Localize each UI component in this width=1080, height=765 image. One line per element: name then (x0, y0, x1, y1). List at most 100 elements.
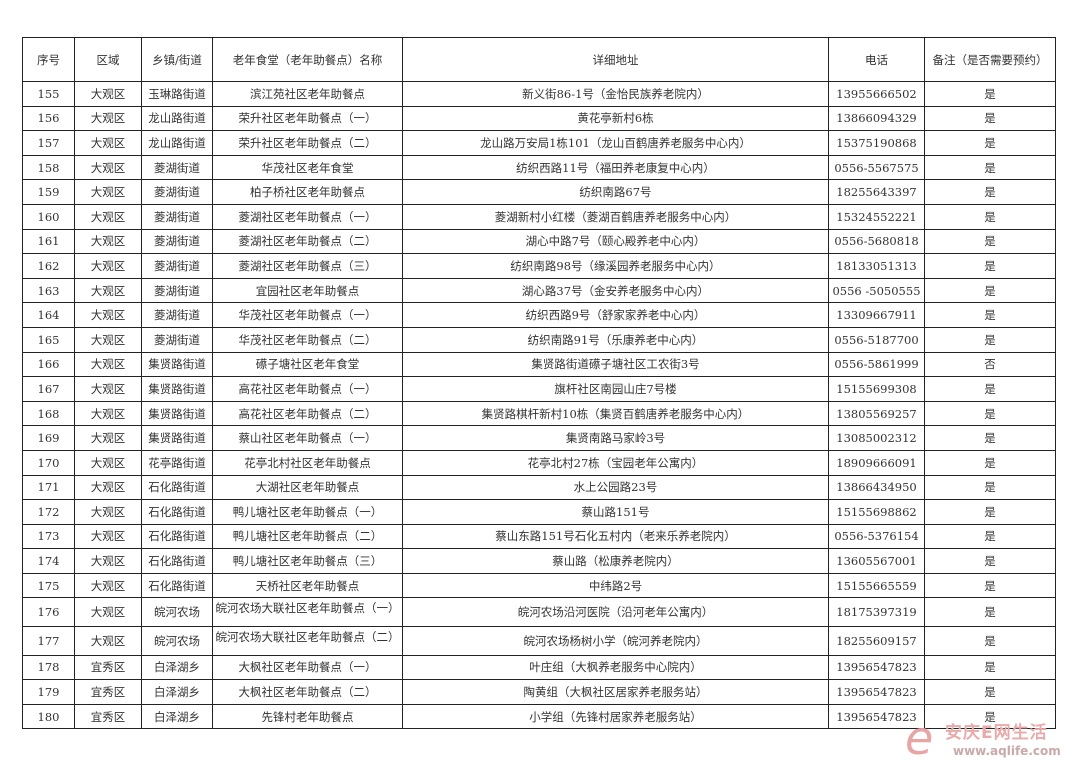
header-district: 区域 (74, 37, 142, 82)
table-row: 177 大观区 皖河农场 皖河农场大联社区老年助餐点（二） 皖河农场杨树小学（皖河养老院… (22, 626, 1056, 656)
cell-district: 大观区 (74, 277, 142, 304)
cell-phone: 0556 -5050555 (828, 277, 925, 304)
table-row: 174 大观区 石化路街道 鸭儿塘社区老年助餐点（三） 蔡山路（松康养老院内） 13605… (22, 548, 1056, 574)
cell-name: 天桥社区老年助餐点 (212, 572, 403, 599)
cell-note: 是 (924, 228, 1056, 255)
cell-town: 白泽湖乡 (141, 679, 213, 705)
table-row: 166 大观区 集贤路街道 礤子塘社区老年食堂 集贤路街道礤子塘社区工农街3号 0556-… (22, 351, 1056, 378)
cell-district: 大观区 (74, 154, 142, 181)
cell-address: 蔡山路151号 (402, 499, 829, 525)
header-name: 老年食堂（老年助餐点）名称 (212, 37, 403, 82)
cell-district: 大观区 (74, 499, 142, 525)
cell-address: 皖河农场杨树小学（皖河养老院内） (402, 626, 829, 656)
cell-phone: 13866094329 (828, 105, 925, 132)
cell-note: 是 (924, 703, 1056, 730)
cell-town: 集贤路街道 (141, 376, 213, 402)
cell-note: 是 (924, 400, 1056, 427)
cell-district: 大观区 (74, 253, 142, 279)
cell-index: 173 (22, 523, 75, 550)
cell-town: 菱湖街道 (141, 228, 213, 255)
cell-name: 鸭儿塘社区老年助餐点（三） (212, 548, 403, 574)
cell-address: 中纬路2号 (402, 572, 829, 599)
table-row: 176 大观区 皖河农场 皖河农场大联社区老年助餐点（一） 皖河农场沿河医院（沿河老年公… (22, 597, 1056, 628)
cell-name: 荣升社区老年助餐点（一） (212, 105, 403, 132)
cell-name: 大湖社区老年助餐点 (212, 474, 403, 501)
cell-district: 宜秀区 (74, 703, 142, 730)
cell-town: 白泽湖乡 (141, 703, 213, 730)
cell-phone: 13085002312 (828, 425, 925, 451)
cell-town: 白泽湖乡 (141, 654, 213, 681)
cell-district: 大观区 (74, 351, 142, 378)
cell-index: 159 (22, 179, 75, 205)
cell-phone: 18255643397 (828, 179, 925, 205)
cell-note: 是 (924, 154, 1056, 181)
cell-name: 花亭北村社区老年助餐点 (212, 449, 403, 476)
cell-town: 集贤路街道 (141, 400, 213, 427)
cell-index: 178 (22, 654, 75, 681)
cell-index: 165 (22, 326, 75, 353)
cell-town: 集贤路街道 (141, 351, 213, 378)
cell-name: 鸭儿塘社区老年助餐点（一） (212, 499, 403, 525)
cell-note: 是 (924, 523, 1056, 550)
cell-index: 162 (22, 253, 75, 279)
cell-address: 湖心路37号（金安养老服务中心内） (402, 277, 829, 304)
cell-district: 大观区 (74, 597, 142, 628)
cell-phone: 13605567001 (828, 548, 925, 574)
table-row: 178 宜秀区 白泽湖乡 大枫社区老年助餐点（一） 叶庄组（大枫养老服务中心院内） 139… (22, 654, 1056, 681)
cell-index: 179 (22, 679, 75, 705)
cell-district: 大观区 (74, 572, 142, 599)
table-row: 169 大观区 集贤路街道 蔡山社区老年助餐点（一） 集贤南路马家岭3号 13085002… (22, 425, 1056, 451)
cell-note: 是 (924, 130, 1056, 156)
table-row: 165 大观区 菱湖街道 华茂社区老年助餐点（二） 纺织南路91号（乐康养老中心内） 05… (22, 326, 1056, 353)
cell-address: 水上公园路23号 (402, 474, 829, 501)
cell-town: 集贤路街道 (141, 425, 213, 451)
cell-district: 大观区 (74, 326, 142, 353)
cell-district: 大观区 (74, 105, 142, 132)
cell-district: 大观区 (74, 302, 142, 328)
table-row: 158 大观区 菱湖街道 华茂社区老年食堂 纺织西路11号（福田养老康复中心内） 0556… (22, 154, 1056, 181)
cell-note: 是 (924, 548, 1056, 574)
cell-address: 纺织南路98号（缘溪园养老服务中心内） (402, 253, 829, 279)
cell-phone: 13956547823 (828, 654, 925, 681)
cell-town: 石化路街道 (141, 548, 213, 574)
watermark-text: 安庆E网生活 (945, 723, 1048, 743)
cell-name: 高花社区老年助餐点（一） (212, 376, 403, 402)
cell-district: 大观区 (74, 400, 142, 427)
cell-index: 174 (22, 548, 75, 574)
table-row: 162 大观区 菱湖街道 菱湖社区老年助餐点（三） 纺织南路98号（缘溪园养老服务中心内… (22, 253, 1056, 279)
cell-index: 176 (22, 597, 75, 628)
cell-note: 是 (924, 572, 1056, 599)
cell-index: 175 (22, 572, 75, 599)
cell-phone: 13309667911 (828, 302, 925, 328)
cell-phone: 15155698862 (828, 499, 925, 525)
cell-index: 172 (22, 499, 75, 525)
cell-district: 大观区 (74, 179, 142, 205)
table-row: 173 大观区 石化路街道 鸭儿塘社区老年助餐点（二） 蔡山东路151号石化五村内（老来… (22, 523, 1056, 550)
cell-phone: 15375190868 (828, 130, 925, 156)
cell-index: 180 (22, 703, 75, 730)
cell-address: 龙山路万安局1栋101（龙山百鹤唐养老服务中心内） (402, 130, 829, 156)
cell-note: 是 (924, 425, 1056, 451)
cell-name: 蔡山社区老年助餐点（一） (212, 425, 403, 451)
cell-index: 161 (22, 228, 75, 255)
cell-phone: 15324552221 (828, 203, 925, 230)
cell-town: 石化路街道 (141, 523, 213, 550)
canteen-table: 序号 区域 乡镇/街道 老年食堂（老年助餐点）名称 详细地址 电话 备注（是否需… (22, 37, 1056, 730)
cell-town: 皖河农场 (141, 597, 213, 628)
cell-index: 166 (22, 351, 75, 378)
cell-index: 171 (22, 474, 75, 501)
cell-name: 华茂社区老年助餐点（一） (212, 302, 403, 328)
cell-district: 大观区 (74, 449, 142, 476)
cell-phone: 0556-5680818 (828, 228, 925, 255)
cell-phone: 15155665559 (828, 572, 925, 599)
cell-name: 菱湖社区老年助餐点（二） (212, 228, 403, 255)
cell-note: 是 (924, 203, 1056, 230)
cell-phone: 13955666502 (828, 81, 925, 107)
cell-index: 160 (22, 203, 75, 230)
cell-district: 大观区 (74, 626, 142, 656)
cell-town: 龙山路街道 (141, 105, 213, 132)
cell-index: 167 (22, 376, 75, 402)
cell-address: 新义街86-1号（金怡民族养老院内） (402, 81, 829, 107)
cell-note: 是 (924, 626, 1056, 656)
cell-address: 纺织南路67号 (402, 179, 829, 205)
